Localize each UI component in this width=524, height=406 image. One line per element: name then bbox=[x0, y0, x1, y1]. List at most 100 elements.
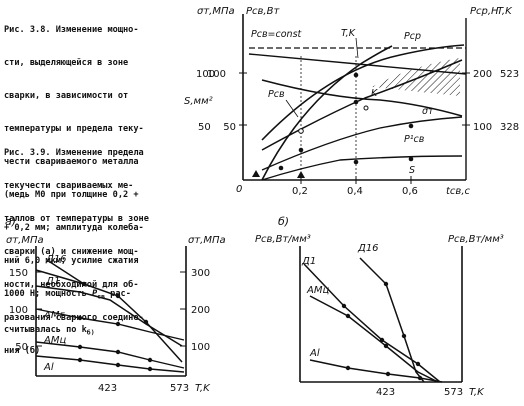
data-point bbox=[278, 165, 284, 171]
tick-label: 0,6 bbox=[402, 186, 418, 197]
tick-label: 423 bbox=[376, 387, 395, 398]
data-point bbox=[385, 371, 391, 377]
tick-label: 200 bbox=[473, 69, 492, 80]
caption-line: ний 6,0 мкм; усилие сжатия bbox=[4, 256, 139, 266]
caption-line: ности, необходимой для об- bbox=[4, 280, 139, 290]
data-point bbox=[353, 159, 359, 165]
caption-line: Рис. 3.8. Изменение мощно- bbox=[4, 25, 139, 35]
caption-line: сварки (а) и снижение мощ- bbox=[4, 247, 139, 257]
data-point bbox=[115, 321, 121, 327]
tick-label: 300 bbox=[191, 268, 210, 279]
series-label: Al bbox=[43, 362, 54, 373]
data-point bbox=[401, 333, 407, 339]
tick-label: 0,4 bbox=[347, 186, 363, 197]
caption-symbol-p: P bbox=[91, 289, 98, 299]
caption-line: (медь М0 при толщине 0,2 + bbox=[4, 190, 139, 200]
point-k bbox=[363, 105, 369, 111]
series-amc-b bbox=[309, 295, 439, 383]
series-label: АМц bbox=[306, 285, 329, 296]
data-point bbox=[77, 357, 83, 363]
series-al-b bbox=[309, 359, 443, 383]
data-point bbox=[408, 123, 414, 129]
curve-pcp bbox=[261, 44, 465, 141]
series-al bbox=[35, 355, 185, 373]
curve-label-psv: Pсв bbox=[268, 89, 285, 100]
series-label: АМц bbox=[43, 335, 66, 346]
data-point bbox=[143, 319, 149, 325]
curve-sigma bbox=[261, 79, 463, 117]
x-axis-label: T,K bbox=[195, 383, 211, 394]
leader-line bbox=[285, 99, 299, 118]
leader-line bbox=[355, 37, 359, 59]
data-point bbox=[383, 343, 389, 349]
curve-label-tk: T,K bbox=[341, 28, 356, 39]
data-point bbox=[353, 72, 359, 78]
data-point bbox=[415, 361, 421, 367]
data-point bbox=[115, 362, 121, 368]
axis-label-right: Pсв,Вт/мм³ bbox=[448, 234, 504, 245]
tick-label: 573 bbox=[444, 387, 463, 398]
series-label: АМг bbox=[43, 310, 65, 321]
series-d1 bbox=[35, 285, 183, 347]
data-point bbox=[77, 344, 83, 350]
tick-label: 100 bbox=[9, 305, 28, 316]
curve-psv bbox=[261, 59, 463, 151]
data-point bbox=[298, 128, 304, 134]
series-d16-b bbox=[359, 257, 425, 383]
data-point bbox=[298, 147, 304, 153]
tick-label: 50 bbox=[198, 122, 211, 133]
caption-text: 1000 Н; мощность bbox=[4, 289, 92, 299]
data-point bbox=[81, 281, 87, 287]
series-label: Д16 bbox=[357, 243, 379, 254]
top-axis-label-psv: Pсв,Вт bbox=[246, 6, 280, 17]
curve-label-p1: P¹св bbox=[404, 134, 425, 145]
data-point bbox=[383, 281, 389, 287]
curve-label-pconst: Pсв=const bbox=[251, 29, 303, 40]
fig-3-9b-chart: б) Pсв,Вт/мм³ Pсв,Вт/мм³ 423 573 T,K Д1 … bbox=[255, 215, 504, 398]
curve-label-sigma: σт bbox=[422, 106, 434, 117]
tick-label: 0 bbox=[236, 184, 242, 195]
caption-line: чести свариваемого металла bbox=[4, 157, 139, 167]
tick-label: 328 bbox=[500, 122, 519, 133]
curve-label-pcp: Pср bbox=[404, 31, 421, 42]
curve-label-s: S bbox=[409, 165, 415, 176]
curve-tk bbox=[261, 45, 393, 181]
top-axis-label-s: S,мм² bbox=[184, 96, 213, 107]
caption-line: считывалась по kб) bbox=[4, 325, 144, 339]
series-label: Д1 bbox=[45, 276, 60, 287]
caption-line: + 0,2 мм; амплитуда колеба- bbox=[4, 223, 144, 233]
tick-label: 100 bbox=[207, 69, 226, 80]
chart-tag: б) bbox=[278, 215, 289, 228]
caption-line: 1000 Н; мощность Pсв рас- bbox=[4, 289, 144, 303]
caption-fig-3-9: Рис. 3.9. Изменение предела текучести св… bbox=[4, 126, 149, 368]
data-point bbox=[353, 99, 359, 105]
data-point bbox=[341, 303, 347, 309]
tick-label: 423 bbox=[98, 383, 117, 394]
caption-sub: св bbox=[97, 292, 105, 301]
axis-label-left: σт,МПа bbox=[6, 235, 44, 246]
tick-label: 573 bbox=[170, 383, 189, 394]
x-axis-label: T,K bbox=[469, 387, 485, 398]
triangle-marker bbox=[297, 171, 305, 178]
caption-line: текучести свариваемых ме- bbox=[4, 181, 134, 191]
top-axis-label-pcp: Pср,Н bbox=[470, 6, 499, 17]
curve-s bbox=[261, 155, 463, 181]
caption-line: сварки, в зависимости от bbox=[4, 91, 129, 101]
series-label: Al bbox=[309, 348, 320, 359]
caption-line: разования сварного соедине- bbox=[4, 313, 144, 323]
axis-label-right: σт,МПа bbox=[188, 235, 226, 246]
tick-label: 150 bbox=[9, 268, 28, 279]
tick-label: 523 bbox=[500, 69, 519, 80]
data-point bbox=[345, 365, 351, 371]
tick-label: 0,2 bbox=[292, 186, 308, 197]
chart-tag: а) bbox=[5, 215, 16, 228]
caption-text: рас- bbox=[110, 289, 131, 299]
data-point bbox=[408, 156, 414, 162]
caption-line: Рис. 3.9. Изменение предела bbox=[4, 148, 144, 158]
tick-label: 100 bbox=[196, 69, 215, 80]
caption-sub: б) bbox=[86, 328, 95, 337]
curve-p1 bbox=[261, 116, 463, 171]
top-axis-label-sigma: σт,МПа bbox=[197, 6, 235, 17]
series-label: Д16 bbox=[45, 254, 67, 265]
